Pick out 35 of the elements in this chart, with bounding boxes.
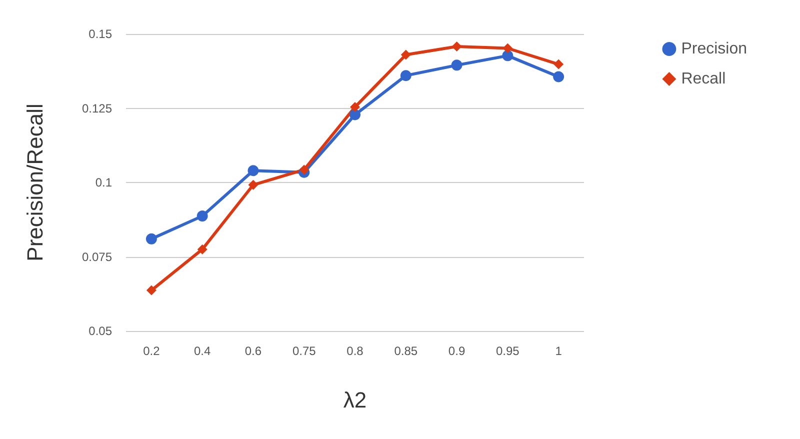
legend-label: Precision [681, 40, 748, 58]
y-axis-title: Precision/Recall [22, 104, 48, 262]
point [452, 41, 462, 52]
point [502, 50, 514, 62]
y-tick-label: 0.125 [82, 101, 112, 116]
x-axis-title: λ2 [343, 388, 367, 412]
point [197, 244, 208, 254]
x-tick-label: 1 [555, 344, 562, 358]
point [299, 164, 310, 175]
x-tick-label: 0.2 [143, 344, 160, 358]
point [553, 71, 564, 82]
point [350, 109, 360, 120]
y-tick-label: 0.05 [88, 324, 112, 338]
point [400, 50, 411, 60]
point [451, 60, 462, 71]
x-tick-label: 0.95 [496, 344, 520, 358]
x-tick-label: 0.85 [394, 344, 418, 358]
point [502, 43, 513, 54]
point [554, 59, 564, 70]
y-tick-label: 0.15 [88, 27, 112, 41]
point [146, 233, 157, 244]
point [248, 180, 258, 190]
point [248, 165, 259, 176]
point [146, 285, 156, 296]
point [400, 70, 412, 82]
x-tick-label: 0.8 [346, 344, 364, 358]
y-tick-label: 0.1 [95, 176, 112, 190]
x-tick-label: 0.4 [194, 344, 211, 358]
y-tick-label: 0.075 [82, 250, 112, 264]
point [196, 210, 208, 222]
x-tick-label: 0.75 [292, 344, 316, 358]
legend-label: Recall [681, 70, 726, 88]
x-tick-label: 0.6 [244, 344, 262, 358]
x-tick-label: 0.9 [448, 344, 466, 358]
point [350, 102, 360, 112]
